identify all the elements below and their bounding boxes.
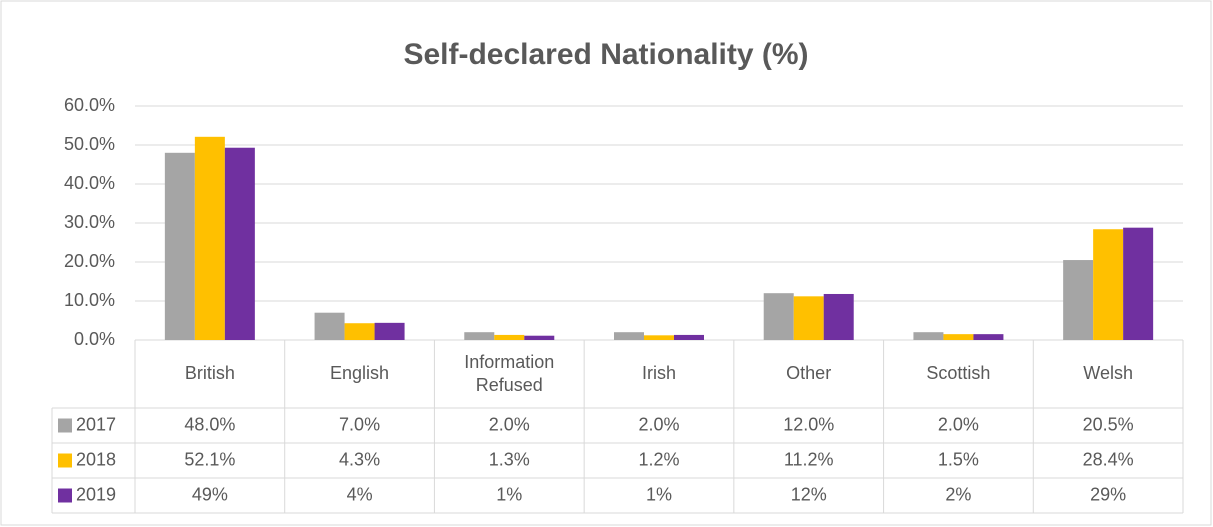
bar: [1093, 229, 1124, 340]
bar: [494, 334, 525, 340]
x-tick-label: Irish: [641, 363, 676, 384]
table-value: 1%: [496, 484, 522, 504]
table-value: 1.5%: [938, 449, 979, 469]
table-value: 1.2%: [638, 449, 679, 469]
bar: [1063, 260, 1094, 340]
chart-title: Self-declared Nationality (%): [403, 38, 808, 71]
y-tick-label: 20.0%: [64, 251, 115, 271]
legend-key: [58, 453, 72, 468]
bar: [464, 332, 495, 340]
bar: [793, 296, 824, 340]
y-tick-label: 40.0%: [64, 173, 115, 193]
bar: [943, 334, 974, 340]
bar: [913, 332, 944, 340]
category-cell: British: [184, 363, 235, 384]
table-value: 29%: [1090, 484, 1126, 504]
legend-label: 2019: [76, 484, 116, 504]
bar: [314, 312, 345, 340]
table-value: 2.0%: [938, 414, 979, 434]
bar: [644, 335, 674, 340]
table-value: 49%: [192, 484, 228, 504]
table-value: 2.0%: [638, 414, 679, 434]
bar: [344, 323, 375, 340]
bar: [674, 334, 704, 340]
y-tick-label: 10.0%: [64, 290, 115, 310]
y-tick-label: 50.0%: [64, 134, 115, 154]
category-cell: Scottish: [926, 363, 991, 384]
x-tick-label: Information Refused: [464, 351, 555, 395]
table-value: 11.2%: [784, 449, 834, 469]
category-cell: Irish: [641, 363, 676, 384]
table-value: 20.5%: [1083, 414, 1134, 434]
legend-label: 2018: [76, 449, 116, 469]
bar: [823, 293, 854, 340]
x-tick-label: British: [184, 363, 235, 384]
table-value: 1%: [646, 484, 672, 504]
table-value: 1.3%: [489, 449, 530, 469]
x-tick-label: Welsh: [1083, 363, 1133, 384]
table-value: 7.0%: [339, 414, 380, 434]
bar: [763, 293, 794, 340]
legend-label: 2017: [76, 414, 116, 434]
bar: [374, 322, 405, 340]
table-value: 2%: [945, 484, 971, 504]
table-value: 52.1%: [184, 449, 235, 469]
y-tick-label: 30.0%: [64, 212, 115, 232]
x-tick-label: Other: [786, 363, 832, 384]
bar: [614, 332, 644, 340]
table-value: 12%: [791, 484, 827, 504]
category-cell: Other: [786, 363, 832, 384]
bar: [1123, 227, 1154, 340]
x-tick-label: English: [330, 363, 390, 384]
bar: [164, 152, 195, 340]
category-cell: Information Refused: [464, 351, 555, 395]
table-value: 2.0%: [489, 414, 530, 434]
legend-key: [58, 488, 72, 503]
category-cell: Welsh: [1083, 363, 1133, 384]
category-cell: English: [330, 363, 390, 384]
table-value: 4.3%: [339, 449, 380, 469]
table-value: 28.4%: [1083, 449, 1134, 469]
bar: [524, 335, 555, 340]
table-value: 48.0%: [184, 414, 235, 434]
x-tick-label: Scottish: [926, 363, 991, 384]
y-tick-label: 0.0%: [74, 329, 115, 349]
bar: [194, 136, 225, 340]
table-value: 4%: [347, 484, 373, 504]
table-value: 12.0%: [783, 414, 834, 434]
bar: [224, 147, 255, 340]
legend-key: [58, 418, 72, 433]
bar: [973, 334, 1004, 340]
y-tick-label: 60.0%: [64, 95, 115, 115]
